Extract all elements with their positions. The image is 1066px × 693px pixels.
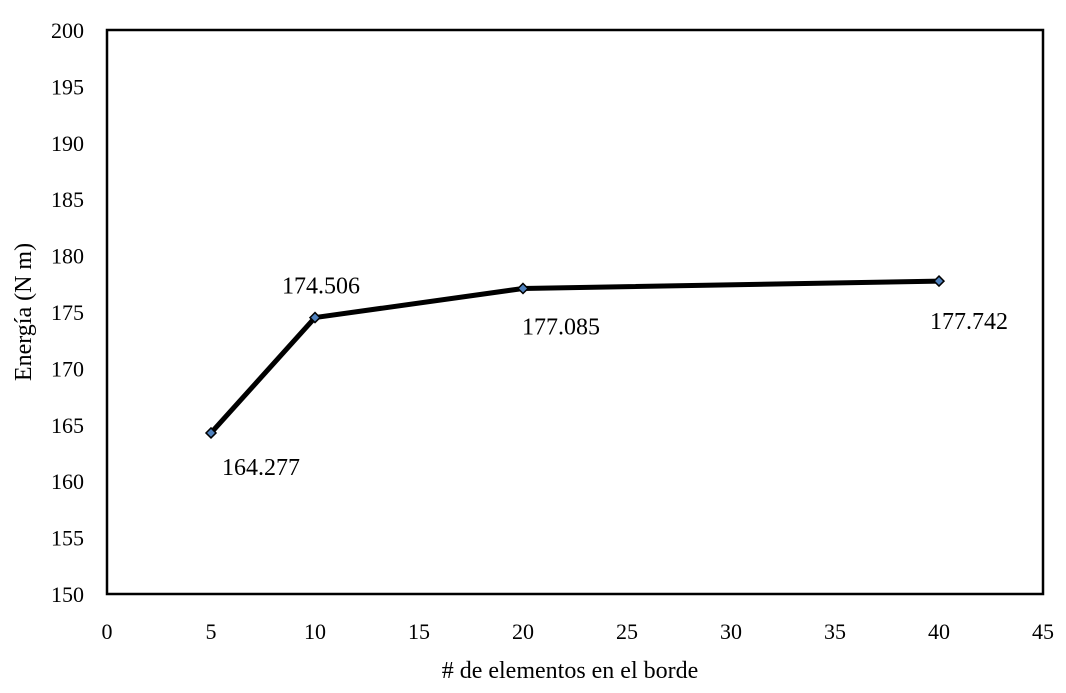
x-tick-label: 10 <box>304 619 326 644</box>
y-tick-label: 180 <box>51 244 84 269</box>
y-tick-label: 195 <box>51 74 84 99</box>
y-tick-label: 190 <box>51 131 84 156</box>
y-tick-label: 165 <box>51 413 84 438</box>
series-line <box>209 278 940 435</box>
data-point-marker <box>516 282 530 295</box>
y-tick-label: 150 <box>51 582 84 607</box>
x-tick-label: 25 <box>616 619 638 644</box>
x-tick-labels: 0 5 10 15 20 25 30 35 40 45 <box>102 619 1055 644</box>
y-tick-label: 160 <box>51 469 84 494</box>
y-tick-label: 155 <box>51 526 84 551</box>
x-tick-label: 45 <box>1032 619 1054 644</box>
x-tick-label: 35 <box>824 619 846 644</box>
y-tick-label: 175 <box>51 300 84 325</box>
x-tick-label: 5 <box>206 619 217 644</box>
data-label: 177.085 <box>522 314 600 340</box>
x-tick-label: 20 <box>512 619 534 644</box>
data-point-marker <box>308 311 322 324</box>
x-tick-label: 40 <box>928 619 950 644</box>
data-label: 164.277 <box>222 455 300 481</box>
x-tick-label: 0 <box>102 619 113 644</box>
x-axis-title: # de elementos en el borde <box>442 658 699 684</box>
y-tick-label: 200 <box>51 18 84 43</box>
data-label: 174.506 <box>282 274 360 300</box>
data-point-marker <box>204 426 218 440</box>
y-tick-labels: 150 155 160 165 170 175 180 185 190 195 200 <box>51 18 84 607</box>
plot-area-frame <box>105 28 1045 596</box>
data-label: 177.742 <box>930 309 1008 335</box>
x-tick-label: 15 <box>408 619 430 644</box>
data-point-marker <box>932 275 946 288</box>
y-tick-label: 170 <box>51 356 84 381</box>
data-labels: 164.277 174.506 177.085 177.742 <box>222 274 1008 481</box>
series-markers <box>204 275 946 440</box>
y-tick-label: 185 <box>51 187 84 212</box>
y-axis-title: Energía (N m) <box>11 243 37 381</box>
x-tick-label: 30 <box>720 619 742 644</box>
